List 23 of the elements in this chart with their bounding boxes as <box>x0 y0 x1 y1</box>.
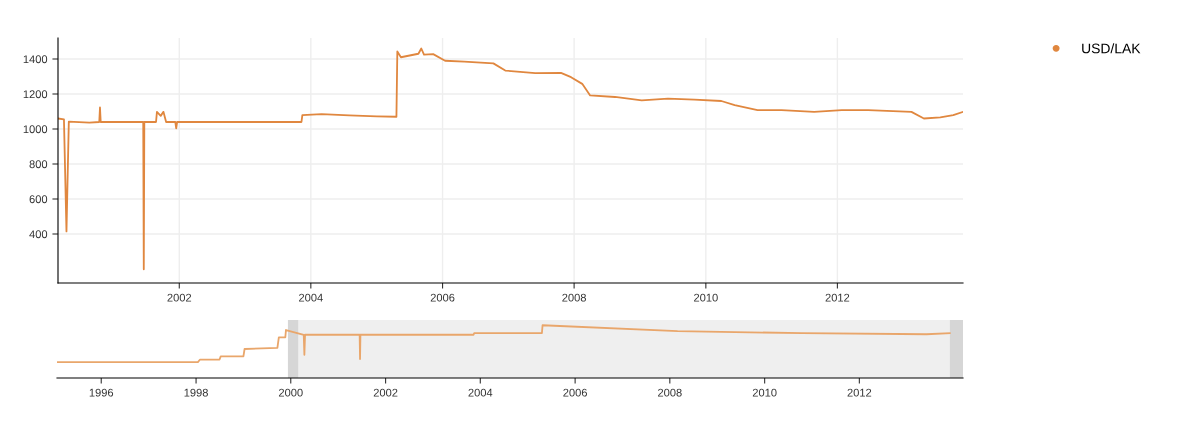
y-tick-label: 800 <box>29 160 48 169</box>
x-tick-label: 2008 <box>658 388 682 397</box>
x-tick-label: 2002 <box>373 388 398 397</box>
y-tick-label: 1400 <box>23 55 48 64</box>
y-tick-label: 600 <box>29 195 48 204</box>
y-tick-label: 1000 <box>23 125 48 134</box>
x-tick-label: 2004 <box>468 388 493 397</box>
x-tick-label: 1996 <box>89 388 114 397</box>
x-tick-label: 1998 <box>184 388 208 397</box>
x-tick-label: 2010 <box>694 293 718 302</box>
x-tick-label: 2004 <box>299 293 323 302</box>
y-tick-label: 1200 <box>23 90 48 99</box>
x-tick-label: 2008 <box>562 293 586 302</box>
legend-label: USD/LAK <box>1082 43 1141 54</box>
x-tick-label: 2006 <box>563 388 587 397</box>
line-series <box>58 47 963 271</box>
x-tick-label: 2002 <box>167 293 192 302</box>
x-tick-label: 2010 <box>752 388 777 397</box>
y-tick-label: 400 <box>29 230 48 239</box>
x-tick-label: 2012 <box>825 293 850 302</box>
x-tick-label: 2000 <box>278 388 303 397</box>
x-tick-label: 2012 <box>847 388 872 397</box>
x-tick-label: 2006 <box>430 293 455 302</box>
